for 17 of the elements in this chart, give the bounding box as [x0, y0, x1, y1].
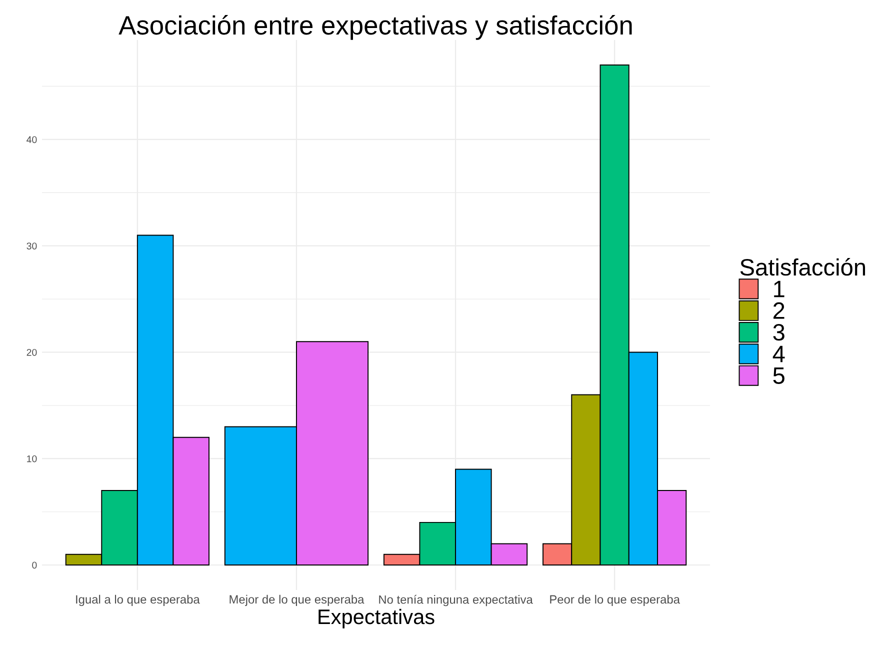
chart-title: Asociación entre expectativas y satisfacción	[118, 15, 632, 40]
x-tick-label: No tenía ninguna expectativa	[379, 594, 533, 606]
x-tick-label: Peor de lo que esperaba	[550, 594, 680, 606]
x-axis-title: Expectativas	[318, 608, 434, 628]
y-tick-label: 0	[32, 562, 37, 569]
legend-title: Satisfacción	[740, 258, 866, 276]
legend-label: 3	[773, 324, 784, 341]
x-tick-label: Igual a lo que esperaba	[76, 594, 200, 606]
y-tick-label: 40	[26, 136, 37, 144]
y-tick-label: 30	[26, 242, 37, 250]
legend-label: 5	[773, 368, 784, 384]
x-tick-label: Mejor de lo que esperaba	[230, 594, 364, 606]
y-tick-label: 20	[26, 348, 37, 356]
y-tick-label: 10	[27, 455, 37, 462]
legend-label: 4	[772, 346, 785, 362]
legend-label: 2	[773, 302, 784, 319]
legend-label: 1	[774, 280, 784, 298]
